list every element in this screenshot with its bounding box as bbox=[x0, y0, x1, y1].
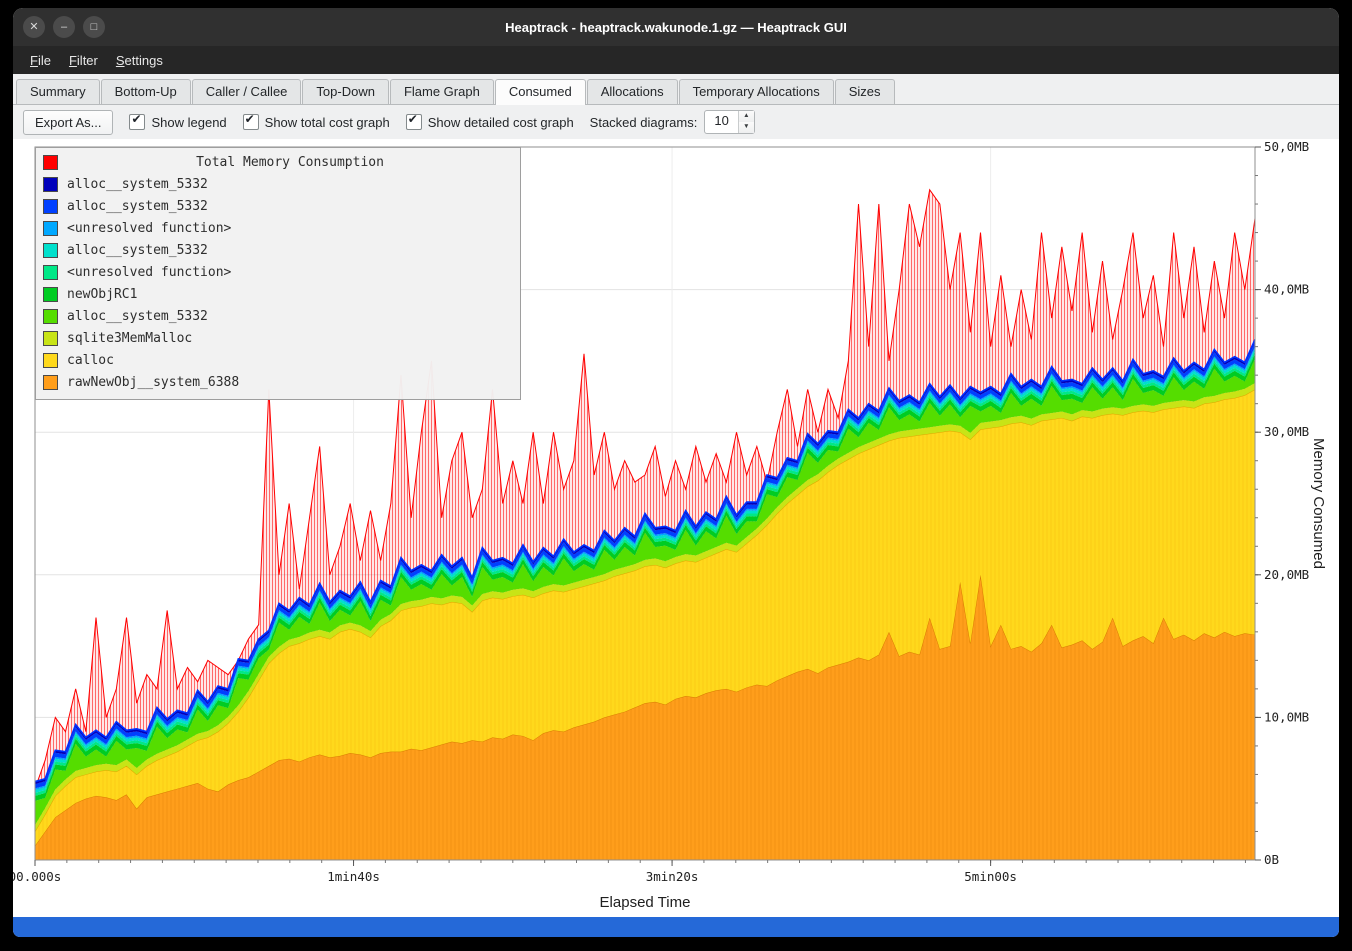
y-tick-label: 40,0MB bbox=[1264, 282, 1309, 297]
title-bar[interactable]: ✕ – □ Heaptrack - heaptrack.wakunode.1.gz … bbox=[13, 8, 1339, 46]
tab-flame-graph[interactable]: Flame Graph bbox=[389, 79, 494, 104]
y-tick-label: 0B bbox=[1264, 852, 1279, 867]
y-tick-label: 10,0MB bbox=[1264, 709, 1309, 724]
menu-file[interactable]: File bbox=[30, 52, 51, 68]
legend-item-label: alloc__system_5332 bbox=[67, 176, 208, 192]
legend-item: calloc bbox=[43, 349, 513, 371]
tab-sizes[interactable]: Sizes bbox=[834, 79, 895, 104]
legend-item-label: alloc__system_5332 bbox=[67, 242, 208, 258]
app-window: ✕ – □ Heaptrack - heaptrack.wakunode.1.gz … bbox=[13, 8, 1339, 937]
tab-bar: Summary Bottom-Up Caller / Callee Top-Down F… bbox=[13, 74, 1339, 105]
checkbox-label: Show total cost graph bbox=[264, 114, 390, 130]
close-button[interactable]: ✕ bbox=[23, 16, 45, 38]
maximize-button[interactable]: □ bbox=[83, 16, 105, 38]
legend-swatch bbox=[43, 374, 58, 390]
show-detailed-cost-graph-checkbox[interactable]: Show detailed cost graph bbox=[405, 112, 574, 130]
legend-swatch bbox=[43, 264, 58, 280]
spin-up-icon[interactable]: ▲ bbox=[738, 111, 754, 122]
tab-temporary-allocations[interactable]: Temporary Allocations bbox=[678, 79, 834, 104]
legend-swatch bbox=[43, 330, 58, 346]
band-alloc-system-5332 bbox=[35, 358, 1255, 826]
export-as-button[interactable]: Export As... bbox=[23, 109, 114, 135]
tab-consumed[interactable]: Consumed bbox=[494, 79, 586, 105]
memory-chart[interactable]: 00.000s 1min40s 3min20s 5min00s 0B 10,0MB 20,0… bbox=[13, 139, 1339, 918]
minimize-button[interactable]: – bbox=[53, 16, 75, 38]
legend-swatch bbox=[43, 242, 58, 258]
y-axis-title: Memory Consumed bbox=[1310, 438, 1327, 569]
legend-item-label: alloc__system_5332 bbox=[67, 308, 208, 324]
legend-item-label: <unresolved function> bbox=[67, 264, 232, 280]
legend-item: newObjRC1 bbox=[43, 283, 513, 305]
main-content: Summary Bottom-Up Caller / Callee Top-Down F… bbox=[13, 74, 1339, 918]
legend-swatch bbox=[43, 176, 58, 192]
legend-item: alloc__system_5332 bbox=[43, 305, 513, 327]
legend-item: sqlite3MemMalloc bbox=[43, 327, 513, 349]
status-bar bbox=[13, 917, 1339, 937]
stacked-diagrams-control: Stacked diagrams: 10 ▲ ▼ bbox=[590, 110, 755, 134]
toolbar: Export As... Show legend Show total cost… bbox=[13, 105, 1339, 139]
tab-summary[interactable]: Summary bbox=[16, 79, 100, 104]
legend-item-label: alloc__system_5332 bbox=[67, 198, 208, 214]
legend-item-label: newObjRC1 bbox=[67, 286, 138, 302]
stacked-diagrams-value[interactable]: 10 bbox=[714, 113, 729, 128]
tab-caller-callee[interactable]: Caller / Callee bbox=[191, 79, 302, 104]
x-tick-label: 5min00s bbox=[964, 869, 1017, 884]
tab-top-down[interactable]: Top-Down bbox=[302, 79, 389, 104]
legend-item-label: <unresolved function> bbox=[67, 220, 232, 236]
tab-allocations[interactable]: Allocations bbox=[586, 79, 678, 104]
stacked-diagrams-label: Stacked diagrams: bbox=[589, 114, 698, 130]
window-title: Heaptrack - heaptrack.wakunode.1.gz — He… bbox=[505, 19, 847, 35]
checkbox-label: Show legend bbox=[151, 114, 227, 130]
x-tick-label: 00.000s bbox=[13, 869, 61, 884]
checkbox-label: Show detailed cost graph bbox=[427, 114, 574, 130]
y-tick-label: 50,0MB bbox=[1264, 139, 1309, 154]
legend-swatch bbox=[43, 220, 58, 236]
stack-top-line bbox=[34, 339, 1256, 783]
show-legend-checkbox[interactable]: Show legend bbox=[129, 112, 227, 130]
menu-bar: File Filter Settings bbox=[13, 46, 1339, 74]
window-controls: ✕ – □ bbox=[23, 16, 105, 38]
legend-swatch bbox=[43, 286, 58, 302]
stacked-bands bbox=[34, 339, 1256, 860]
legend-item: alloc__system_5332 bbox=[43, 195, 513, 217]
stacked-diagrams-spinbox[interactable]: 10 ▲ ▼ bbox=[704, 110, 755, 134]
checkbox-icon[interactable] bbox=[405, 112, 422, 130]
legend-swatch bbox=[43, 198, 58, 214]
legend-item: rawNewObj__system_6388 bbox=[43, 371, 513, 393]
legend-item-label: sqlite3MemMalloc bbox=[67, 330, 193, 346]
spin-down-icon[interactable]: ▼ bbox=[738, 122, 754, 133]
y-tick-label: 20,0MB bbox=[1264, 567, 1309, 582]
y-tick-label: 30,0MB bbox=[1264, 424, 1309, 439]
spin-buttons: ▲ ▼ bbox=[737, 111, 754, 133]
legend-item-label: calloc bbox=[67, 352, 114, 368]
legend-title: Total Memory Consumption bbox=[196, 154, 384, 170]
menu-filter[interactable]: Filter bbox=[68, 52, 98, 68]
legend-title-row: Total Memory Consumption bbox=[43, 151, 513, 173]
menu-settings[interactable]: Settings bbox=[115, 52, 163, 68]
legend-item: alloc__system_5332 bbox=[43, 173, 513, 195]
tab-bottom-up[interactable]: Bottom-Up bbox=[100, 79, 191, 104]
axes: 00.000s 1min40s 3min20s 5min00s 0B 10,0MB 20,0… bbox=[13, 139, 1309, 884]
x-axis-title: Elapsed Time bbox=[600, 894, 691, 911]
legend-item: alloc__system_5332 bbox=[43, 239, 513, 261]
legend-item: <unresolved function> bbox=[43, 217, 513, 239]
show-total-cost-graph-checkbox[interactable]: Show total cost graph bbox=[242, 112, 390, 130]
legend-swatch bbox=[43, 154, 58, 170]
x-tick-label: 3min20s bbox=[646, 869, 699, 884]
legend-item-label: rawNewObj__system_6388 bbox=[67, 374, 240, 390]
legend-swatch bbox=[43, 308, 58, 324]
x-tick-label: 1min40s bbox=[327, 869, 380, 884]
memory-chart-svg[interactable]: 00.000s 1min40s 3min20s 5min00s 0B 10,0MB 20,0… bbox=[13, 139, 1339, 918]
checkbox-icon[interactable] bbox=[242, 112, 259, 130]
checkbox-icon[interactable] bbox=[129, 112, 146, 130]
legend-item: <unresolved function> bbox=[43, 261, 513, 283]
legend-swatch bbox=[43, 352, 58, 368]
plot-frame bbox=[34, 146, 1256, 861]
chart-legend: Total Memory Consumption alloc__system_53… bbox=[35, 147, 521, 400]
